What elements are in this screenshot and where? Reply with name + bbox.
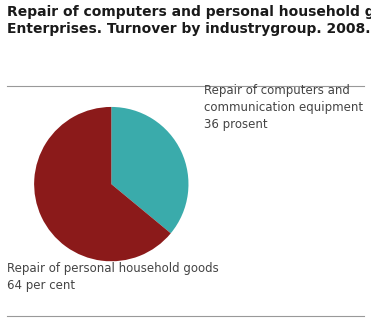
Wedge shape [34,107,171,261]
Wedge shape [111,107,188,233]
Text: Repair of computers and
communication equipment
36 prosent: Repair of computers and communication eq… [204,84,363,131]
Text: Repair of computers and personal household goods.
Enterprises. Turnover by indus: Repair of computers and personal househo… [7,5,371,36]
Text: Repair of personal household goods
64 per cent: Repair of personal household goods 64 pe… [7,262,219,292]
